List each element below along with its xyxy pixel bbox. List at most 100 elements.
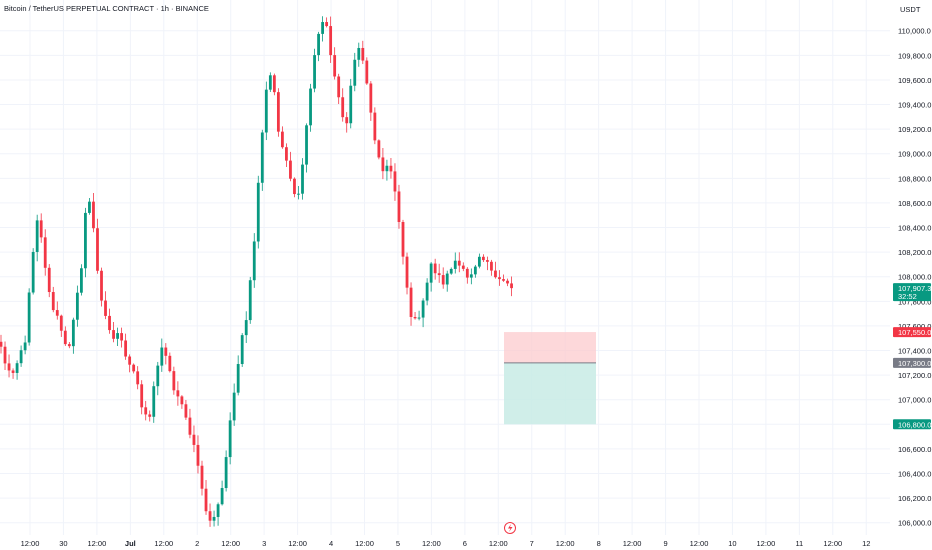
time-tick-label: 12:00 <box>823 539 842 548</box>
time-tick-label: 11 <box>795 539 803 548</box>
candle-body <box>0 341 3 347</box>
candle-body <box>317 33 320 56</box>
price-tick-label: 108,400.0 <box>898 224 931 233</box>
candle-body <box>7 363 11 371</box>
price-tick-label: 107,800.0 <box>898 297 931 306</box>
candle-body <box>100 270 103 301</box>
candle-body <box>152 386 156 417</box>
candle-body <box>116 333 119 339</box>
candle-body <box>272 75 276 93</box>
candle-body <box>212 516 216 521</box>
price-tick-label: 108,200.0 <box>898 248 931 257</box>
candle-body <box>59 315 63 331</box>
time-tick-label: 12:00 <box>288 539 307 548</box>
time-tick-label: 12:00 <box>757 539 776 548</box>
candle-body <box>457 260 461 266</box>
price-tick-label: 107,000.0 <box>898 396 931 405</box>
position-zones[interactable] <box>504 332 596 425</box>
time-tick-label: 12:00 <box>221 539 240 548</box>
candle-body <box>188 417 192 435</box>
candle-body <box>369 83 373 113</box>
chart-title: Bitcoin / TetherUS PERPETUAL CONTRACT · … <box>4 4 209 13</box>
price-tick-label: 108,600.0 <box>898 199 931 208</box>
candle-body <box>47 267 51 293</box>
candle-body <box>200 465 204 489</box>
target-price-tag-bg <box>893 419 931 430</box>
time-tick-label: 10 <box>728 539 736 548</box>
candle-body <box>11 370 15 373</box>
time-tick-label: 12:00 <box>489 539 508 548</box>
candle-body <box>377 140 381 158</box>
candle-body <box>453 260 457 269</box>
candle-body <box>365 60 369 84</box>
price-tick-label: 106,000.0 <box>898 519 931 528</box>
candle-body <box>156 365 160 387</box>
candle-body <box>413 316 417 319</box>
time-tick-label: 12:00 <box>21 539 40 548</box>
price-axis[interactable]: 110,000.0 109,800.0 109,600.0 109,400.0 109,… <box>898 27 931 528</box>
candle-body <box>381 157 385 172</box>
time-axis[interactable]: 12:00 30 12:00 Jul 12:00 2 12:00 3 12:00 4 12:00 5 1… <box>21 539 871 548</box>
candle-body <box>140 384 144 408</box>
lightning-icon[interactable] <box>504 522 516 534</box>
take-profit-zone[interactable] <box>504 362 596 425</box>
candle-body <box>104 300 107 316</box>
candle-body <box>96 228 99 271</box>
candle-body <box>88 201 91 213</box>
price-tick-label: 107,200.0 <box>898 371 931 380</box>
candle-body <box>345 117 349 124</box>
candle-body <box>502 279 505 281</box>
candle-body <box>313 55 316 89</box>
candle-body <box>128 356 132 365</box>
candle-body <box>333 55 337 77</box>
candle-body <box>63 330 67 345</box>
stop-loss-zone[interactable] <box>504 332 596 363</box>
candle-body <box>43 237 47 268</box>
time-tick-label: 12:00 <box>422 539 441 548</box>
time-tick-label: 12 <box>862 539 870 548</box>
candle-body <box>84 212 87 269</box>
candle-body <box>393 171 397 192</box>
candle-body <box>160 347 164 366</box>
entry-price-tag: 107,300.0 <box>898 359 931 368</box>
price-tick-label: 108,800.0 <box>898 174 931 183</box>
candle-body <box>55 310 59 316</box>
candle-body <box>405 256 409 288</box>
candle-body <box>401 221 405 257</box>
price-tick-label: 109,400.0 <box>898 101 931 110</box>
time-tick-label: 7 <box>530 539 534 548</box>
candle-body <box>144 407 148 415</box>
candle-body <box>469 274 473 278</box>
candle-body <box>132 364 136 372</box>
time-tick-label: 5 <box>396 539 400 548</box>
candle-body <box>329 26 333 56</box>
candle-body <box>196 444 200 466</box>
candle-body <box>216 504 220 517</box>
candle-body <box>506 280 509 284</box>
time-tick-label: 3 <box>262 539 266 548</box>
candle-body <box>51 292 55 311</box>
candle-body <box>433 263 437 274</box>
candle-body <box>228 420 232 458</box>
candle-body <box>108 315 111 331</box>
time-tick-label: 12:00 <box>690 539 709 548</box>
candle-body <box>385 165 389 172</box>
candle-body <box>397 191 401 222</box>
stop-price-tag: 107,550.0 <box>898 328 931 337</box>
candle-body <box>486 260 489 262</box>
candle-body <box>409 287 413 317</box>
candle-body <box>112 330 115 339</box>
time-tick-label: 4 <box>329 539 333 548</box>
candle-body <box>281 131 284 148</box>
candle-body <box>297 193 300 195</box>
candle-body <box>337 76 341 98</box>
candle-body <box>482 256 485 261</box>
price-tick-label: 106,600.0 <box>898 445 931 454</box>
candle-body <box>244 320 248 336</box>
candle-body <box>172 371 176 391</box>
candle-body <box>389 165 393 172</box>
stop-price-tag-bg <box>893 327 931 338</box>
candle-body <box>461 265 465 269</box>
candle-body <box>136 371 140 385</box>
